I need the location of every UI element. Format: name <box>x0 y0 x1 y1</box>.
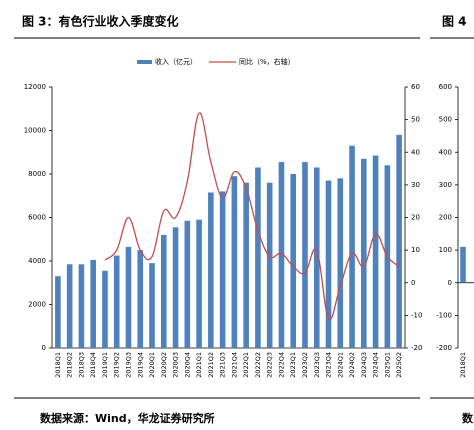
y2-tick-label: 50 <box>411 116 420 124</box>
bar <box>160 234 167 348</box>
bar <box>460 246 466 283</box>
bar <box>219 191 226 348</box>
y2-tick-label: 10 <box>411 246 420 254</box>
y2-tick-label: 40 <box>411 148 420 156</box>
x-tick-label: 2021Q3 <box>219 352 227 378</box>
bar <box>90 259 96 348</box>
y-tick-label: 12000 <box>24 83 46 91</box>
legend-label: 收入（亿元） <box>155 57 197 66</box>
x-tick-label: 2018Q4 <box>89 352 97 378</box>
x-tick-label: 2018Q3 <box>77 352 85 378</box>
x-tick-label: 2019Q2 <box>113 352 121 378</box>
bar <box>231 176 238 348</box>
y2-tick-label: 60 <box>411 83 420 91</box>
x-tick-label: 2018Q1 <box>54 352 62 378</box>
x-tick-label: 2019Q4 <box>136 352 144 378</box>
chart-title: 图 3：有色行业收入季度变化 <box>22 14 179 29</box>
bar <box>266 182 273 348</box>
bar <box>396 134 402 348</box>
y-tick-label: 0 <box>42 344 46 352</box>
bar <box>113 255 120 348</box>
y2-tick-label: -20 <box>411 344 422 352</box>
y2-tick-label: 0 <box>411 279 415 287</box>
x-tick-label: 2023Q2 <box>301 352 309 378</box>
bar <box>337 178 344 348</box>
y-tick-label: -200 <box>436 344 452 352</box>
source: 数 <box>462 411 474 425</box>
y-tick-label: 400 <box>439 148 452 156</box>
y-tick-label: 2000 <box>28 301 46 309</box>
x-tick-label: 2023Q4 <box>325 352 333 378</box>
x-tick-label: 2020Q4 <box>183 352 191 378</box>
x-tick-label: 2022Q3 <box>266 352 274 378</box>
y-tick-label: 10000 <box>24 127 46 135</box>
x-tick-label: 2020Q1 <box>148 352 156 378</box>
y-tick-label: 4000 <box>28 257 46 265</box>
x-tick-label: 2019Q3 <box>124 352 132 378</box>
bar <box>196 219 202 348</box>
bar <box>137 250 144 348</box>
x-tick-label: 2025Q2 <box>395 352 403 378</box>
bar <box>243 182 249 348</box>
bar <box>184 220 191 348</box>
y-tick-label: 6000 <box>28 214 46 222</box>
y-tick-label: 500 <box>439 116 452 124</box>
bar <box>255 167 261 348</box>
x-tick-label: 2018Q1 <box>459 352 467 378</box>
source: 数据来源：Wind，华龙证券研究所 <box>40 411 215 425</box>
legend-label: 同比（%，右轴） <box>239 57 295 66</box>
y2-tick-label: -10 <box>411 311 422 319</box>
x-tick-label: 2025Q1 <box>383 352 391 378</box>
y-tick-label: -100 <box>436 311 452 319</box>
bar <box>55 276 61 348</box>
y-tick-label: 0 <box>448 279 452 287</box>
bar <box>349 145 355 348</box>
x-tick-label: 2018Q2 <box>66 352 74 378</box>
x-tick-label: 2020Q3 <box>172 352 180 378</box>
y-tick-label: 600 <box>439 83 452 91</box>
x-tick-label: 2021Q4 <box>230 352 238 378</box>
bar <box>78 264 85 348</box>
legend-swatch <box>137 60 152 64</box>
y-tick-label: 100 <box>439 246 452 254</box>
x-tick-label: 2023Q3 <box>313 352 321 378</box>
x-tick-label: 2021Q2 <box>207 352 215 378</box>
x-tick-label: 2022Q1 <box>242 352 250 378</box>
bar <box>302 162 308 348</box>
x-tick-label: 2024Q4 <box>372 352 380 378</box>
x-tick-label: 2024Q3 <box>360 352 368 378</box>
bar <box>66 264 73 348</box>
y-tick-label: 300 <box>439 181 452 189</box>
bar <box>208 192 214 348</box>
y2-tick-label: 20 <box>411 214 420 222</box>
x-tick-label: 2019Q1 <box>101 352 109 378</box>
y-tick-label: 200 <box>439 214 452 222</box>
x-tick-label: 2022Q4 <box>277 352 285 378</box>
x-tick-label: 2024Q2 <box>348 352 356 378</box>
x-tick-label: 2022Q2 <box>254 352 262 378</box>
line <box>104 112 400 321</box>
x-tick-label: 2024Q1 <box>336 352 344 378</box>
y2-tick-label: 30 <box>411 181 420 189</box>
bar <box>102 270 108 348</box>
bar <box>361 158 367 348</box>
bar <box>313 167 320 348</box>
bar <box>325 180 332 348</box>
x-tick-label: 2023Q1 <box>289 352 297 378</box>
bar <box>372 155 379 348</box>
chart-title: 图 4 <box>442 15 467 29</box>
bar <box>278 162 285 348</box>
bar <box>172 227 179 348</box>
x-tick-label: 2021Q1 <box>195 352 203 378</box>
bar <box>149 263 155 348</box>
x-tick-label: 2020Q2 <box>160 352 168 378</box>
bar <box>125 246 132 348</box>
bar <box>290 174 297 348</box>
y-tick-label: 8000 <box>28 170 46 178</box>
